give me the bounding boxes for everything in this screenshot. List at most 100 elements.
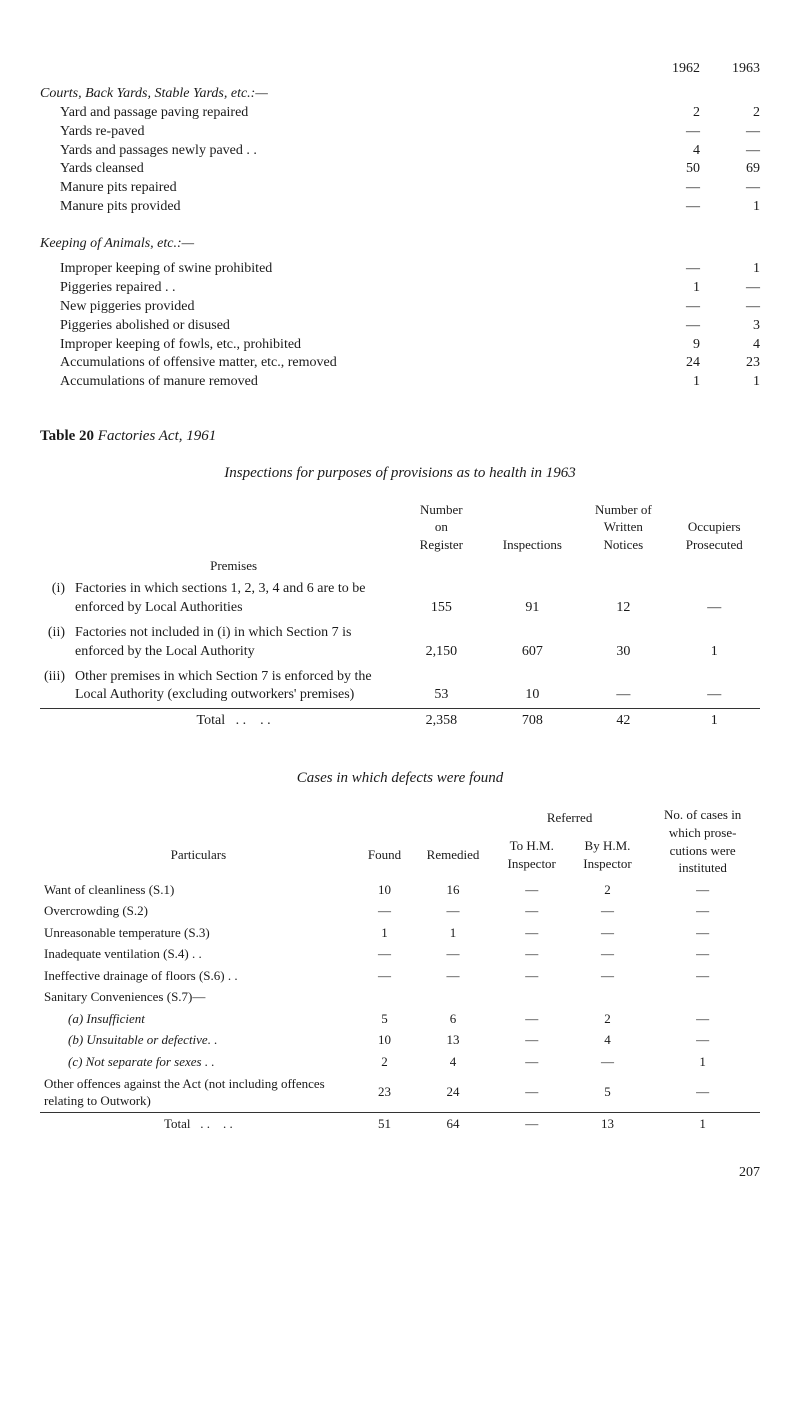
year-header: 1962 1963 — [40, 60, 760, 79]
section1-heading: Courts, Back Yards, Stable Yards, etc.:— — [40, 85, 640, 104]
cases-total-label: Total . . . . — [40, 1112, 357, 1134]
cases-h-referred: Referred — [494, 804, 646, 830]
stat-y1: — — [640, 123, 700, 142]
cases-title: Cases in which defects were found — [40, 768, 760, 788]
t20-occ: — — [669, 577, 760, 621]
cases-by: — — [570, 922, 646, 944]
cases-cases: — — [645, 879, 760, 901]
cases-label: Unreasonable temperature (S.3) — [40, 922, 357, 944]
t20-reg: 53 — [396, 665, 486, 709]
cases-total-found: 51 — [357, 1112, 412, 1134]
stat-label: Improper keeping of fowls, etc., prohibi… — [40, 336, 301, 355]
cases-h-remedied: Remedied — [412, 831, 494, 879]
cases-cases: — — [645, 922, 760, 944]
t20-label: Factories in which sections 1, 2, 3, 4 a… — [71, 577, 396, 621]
t20-total-insp: 708 — [487, 709, 579, 734]
stat-y1: 1 — [640, 279, 700, 298]
stat-label: Accumulations of manure removed — [40, 373, 258, 392]
cases-cases: — — [645, 1008, 760, 1030]
table-row: (a) Insufficient56—2— — [40, 1008, 760, 1030]
t20-h-premises: Premises — [71, 555, 396, 577]
table-row: Total . . . . 51 64 — 13 1 — [40, 1112, 760, 1134]
cases-h-cases: No. of cases inwhich prose-cutions werei… — [645, 804, 760, 878]
cases-h-found: Found — [357, 831, 412, 879]
cases-to: — — [494, 1029, 570, 1051]
cases-h-byhm: By H.M.Inspector — [570, 831, 646, 879]
cases-found: 5 — [357, 1008, 412, 1030]
t20-total-reg: 2,358 — [396, 709, 486, 734]
stat-y2: — — [700, 123, 760, 142]
stat-y1: — — [640, 317, 700, 336]
t20-total-occ: 1 — [669, 709, 760, 734]
stat-y2: — — [700, 298, 760, 317]
cases-rem: 24 — [412, 1073, 494, 1113]
stat-y2: 2 — [700, 104, 760, 123]
stat-label: Yards cleansed — [40, 160, 144, 179]
cases-label: (a) Insufficient — [40, 1008, 357, 1030]
stat-y1: — — [640, 260, 700, 279]
table20-title-rest: Factories Act, 1961 — [98, 428, 216, 444]
cases-total-to: — — [494, 1112, 570, 1134]
cases-cases: 1 — [645, 1051, 760, 1073]
stat-row: New piggeries provided—— — [40, 298, 760, 317]
section2-rows: Improper keeping of swine prohibited—1Pi… — [40, 260, 760, 392]
table-row: (iii)Other premises in which Section 7 i… — [40, 665, 760, 709]
t20-occ: 1 — [669, 621, 760, 665]
stat-label: Piggeries abolished or disused — [40, 317, 230, 336]
year-1962: 1962 — [640, 60, 700, 79]
stat-y2: — — [700, 279, 760, 298]
section1-heading-row: Courts, Back Yards, Stable Yards, etc.:— — [40, 85, 760, 104]
stat-row: Manure pits provided—1 — [40, 198, 760, 217]
cases-to: — — [494, 1051, 570, 1073]
cases-rem: — — [412, 943, 494, 965]
t20-label: Factories not included in (i) in which S… — [71, 621, 396, 665]
page-number: 207 — [40, 1164, 760, 1183]
cases-label: Other offences against the Act (not incl… — [40, 1073, 357, 1113]
cases-by: 5 — [570, 1073, 646, 1113]
cases-cases: — — [645, 900, 760, 922]
cases-by: 2 — [570, 879, 646, 901]
stat-y2: — — [700, 142, 760, 161]
stat-y2: 1 — [700, 198, 760, 217]
stat-y2: — — [700, 179, 760, 198]
cases-found: 1 — [357, 922, 412, 944]
table20: NumberonRegister Inspections Number ofWr… — [40, 499, 760, 734]
cases-found: — — [357, 900, 412, 922]
stat-y2: 4 — [700, 336, 760, 355]
cases-table: Referred No. of cases inwhich prose-cuti… — [40, 804, 760, 1134]
cases-label: Ineffective drainage of floors (S.6) . . — [40, 965, 357, 987]
cases-h-particulars: Particulars — [40, 831, 357, 879]
cases-cases — [645, 986, 760, 1008]
cases-to: — — [494, 1008, 570, 1030]
stat-row: Yards and passages newly paved . .4— — [40, 142, 760, 161]
cases-by — [570, 986, 646, 1008]
t20-reg: 2,150 — [396, 621, 486, 665]
table20-title-bold: Table 20 — [40, 428, 94, 444]
t20-label: Other premises in which Section 7 is enf… — [71, 665, 396, 709]
cases-label: (c) Not separate for sexes . . — [40, 1051, 357, 1073]
cases-rem: — — [412, 965, 494, 987]
stat-row: Piggeries repaired . . 1— — [40, 279, 760, 298]
stat-label: Piggeries repaired . . — [40, 279, 175, 298]
t20-insp: 607 — [487, 621, 579, 665]
cases-cases: — — [645, 965, 760, 987]
cases-by: 4 — [570, 1029, 646, 1051]
t20-insp: 91 — [487, 577, 579, 621]
t20-h-occ: OccupiersProsecuted — [669, 499, 760, 556]
stat-label: New piggeries provided — [40, 298, 195, 317]
table20-subtitle: Inspections for purposes of provisions a… — [40, 463, 760, 483]
stat-y2: 1 — [700, 373, 760, 392]
cases-to: — — [494, 943, 570, 965]
stat-y1: 24 — [640, 354, 700, 373]
cases-found: — — [357, 965, 412, 987]
cases-cases: — — [645, 1073, 760, 1113]
stat-y1: 4 — [640, 142, 700, 161]
t20-occ: — — [669, 665, 760, 709]
cases-label: (b) Unsuitable or defective. . — [40, 1029, 357, 1051]
cases-cases: — — [645, 1029, 760, 1051]
cases-to: — — [494, 879, 570, 901]
stat-label: Manure pits repaired — [40, 179, 177, 198]
cases-found: 2 — [357, 1051, 412, 1073]
t20-idx: (iii) — [40, 665, 71, 709]
t20-h-written: Number ofWrittenNotices — [578, 499, 668, 556]
